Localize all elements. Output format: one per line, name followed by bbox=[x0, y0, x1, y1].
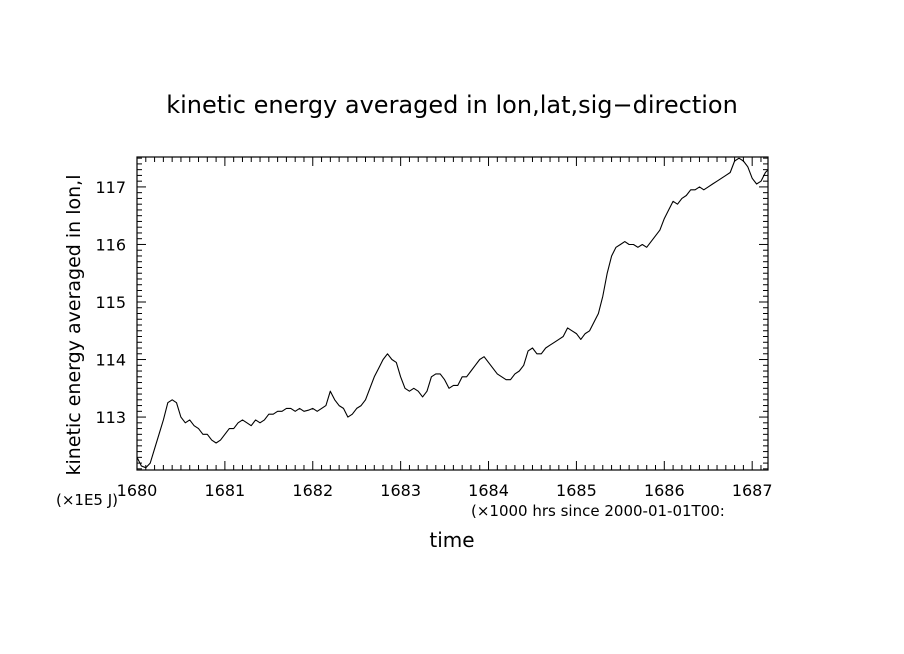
y-tick-label: 114 bbox=[95, 351, 126, 370]
y-tick-label: 117 bbox=[95, 178, 126, 197]
y-tick-label: 116 bbox=[95, 235, 126, 254]
series-layer bbox=[136, 157, 769, 469]
x-axis-ticks: 1680 1681 1682 1683 1684 1685 1686 1687 bbox=[117, 157, 773, 500]
y-axis-label: kinetic energy averaged in lon,l bbox=[63, 175, 85, 476]
x-tick-label: 1681 bbox=[205, 481, 246, 500]
x-tick-label: 1684 bbox=[468, 481, 509, 500]
y-unit-label: (×1E5 J) bbox=[56, 491, 118, 509]
axes bbox=[136, 156, 769, 471]
x-tick-label: 1680 bbox=[117, 481, 158, 500]
plot-frame bbox=[136, 156, 769, 471]
x-tick-label: 1686 bbox=[644, 481, 685, 500]
x-axis-label: time bbox=[429, 528, 474, 552]
series-line bbox=[136, 157, 769, 469]
y-axis-ticks: 113 114 115 116 117 bbox=[95, 157, 768, 470]
x-tick-label: 1685 bbox=[556, 481, 597, 500]
chart-title: kinetic energy averaged in lon,lat,sig−d… bbox=[166, 91, 738, 119]
y-tick-label: 113 bbox=[95, 408, 126, 427]
x-tick-label: 1687 bbox=[732, 481, 773, 500]
y-tick-label: 115 bbox=[95, 293, 126, 312]
x-tick-label: 1683 bbox=[380, 481, 421, 500]
x-unit-label: (×1000 hrs since 2000-01-01T00: bbox=[471, 502, 725, 520]
x-tick-label: 1682 bbox=[292, 481, 333, 500]
